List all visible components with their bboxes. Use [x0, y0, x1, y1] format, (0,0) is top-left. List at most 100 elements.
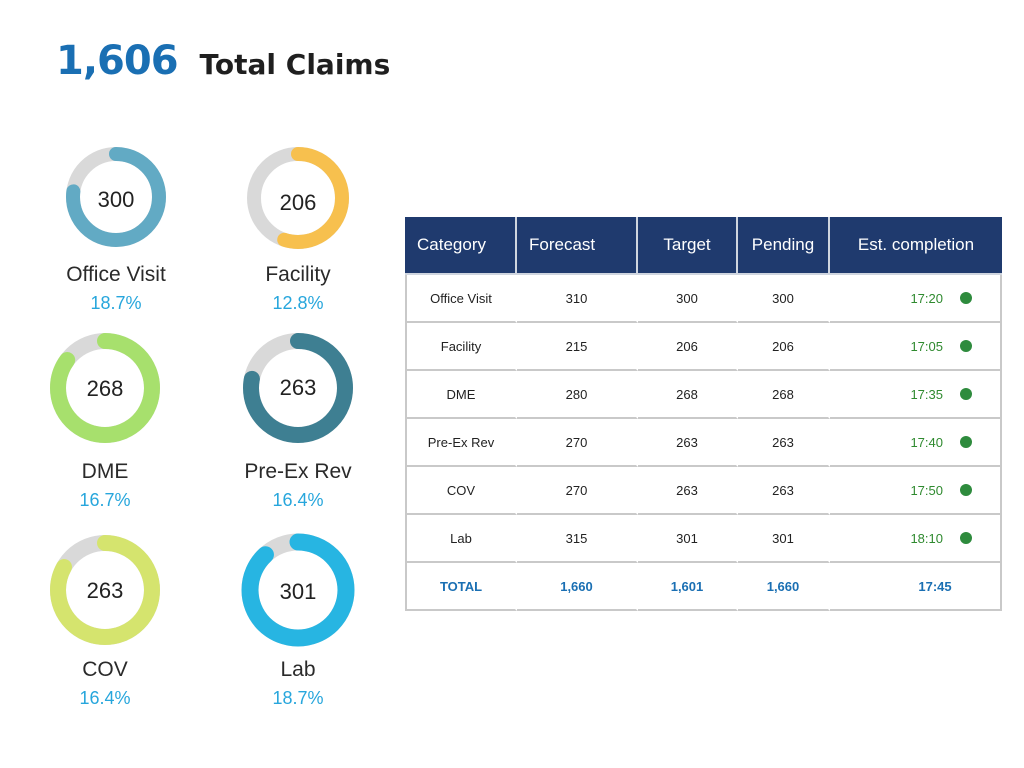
- donut-category-name: COV: [82, 658, 128, 681]
- cell-target: 263: [638, 467, 738, 515]
- donut-percentage: 18.7%: [90, 293, 142, 313]
- cell-target: 263: [638, 419, 738, 467]
- status-dot-icon: [960, 532, 972, 544]
- total-claims-label: Total Claims: [199, 48, 391, 81]
- donut-value: 301: [279, 579, 317, 604]
- total-target: 1,601: [638, 563, 738, 611]
- cell-est-completion: 17:40: [830, 419, 1002, 467]
- column-header-category[interactable]: Category: [405, 217, 517, 275]
- donut-card-pre-ex-rev: 263 Pre-Ex Rev 16.4%: [208, 330, 388, 510]
- completion-time: 17:40: [910, 434, 943, 450]
- total-est-completion: 17:45: [830, 563, 1002, 611]
- donut-card-lab: 301 Lab 18.7%: [208, 530, 388, 708]
- cell-target: 268: [638, 371, 738, 419]
- donut-percentage: 12.8%: [272, 293, 324, 313]
- cell-pending: 301: [738, 515, 830, 563]
- cell-pending: 263: [738, 419, 830, 467]
- cell-pending: 206: [738, 323, 830, 371]
- donut-chart: 263: [208, 330, 388, 450]
- donut-progress-arc: [50, 535, 160, 645]
- donut-category-name: Lab: [280, 658, 316, 681]
- table-row: DME 280 268 268 17:35: [405, 371, 1002, 419]
- status-dot-icon: [960, 340, 972, 352]
- donut-progress-arc: [241, 533, 355, 647]
- donut-chart: 301: [208, 530, 388, 650]
- cell-category: Lab: [405, 515, 517, 563]
- cell-est-completion: 17:35: [830, 371, 1002, 419]
- cell-target: 301: [638, 515, 738, 563]
- total-claims-value: 1,606: [56, 38, 179, 84]
- cell-est-completion: 18:10: [830, 515, 1002, 563]
- donut-chart: 206: [208, 145, 388, 265]
- donut-percentage: 16.4%: [272, 490, 324, 510]
- donut-card-office-visit: 300 Office Visit 18.7%: [26, 145, 206, 315]
- total-completion-time: 17:45: [918, 578, 952, 594]
- cell-pending: 263: [738, 467, 830, 515]
- total-forecast: 1,660: [517, 563, 638, 611]
- cell-category: DME: [405, 371, 517, 419]
- table-header-row: Category Forecast Target Pending Est. co…: [405, 217, 1002, 275]
- cell-forecast: 280: [517, 371, 638, 419]
- status-dot-icon: [960, 292, 972, 304]
- total-pending: 1,660: [738, 563, 830, 611]
- table-row: Lab 315 301 301 18:10: [405, 515, 1002, 563]
- cell-est-completion: 17:20: [830, 275, 1002, 323]
- donut-card-dme: 268 DME 16.7%: [15, 330, 195, 510]
- column-header-pending[interactable]: Pending: [738, 217, 830, 275]
- cell-est-completion: 17:50: [830, 467, 1002, 515]
- table-row: Facility 215 206 206 17:05: [405, 323, 1002, 371]
- donut-chart: 263: [15, 530, 195, 650]
- completion-time: 17:20: [910, 290, 943, 306]
- donut-progress-arc: [50, 333, 160, 443]
- donut-category-name: Facility: [265, 263, 331, 286]
- cell-est-completion: 17:05: [830, 323, 1002, 371]
- table-row: Office Visit 310 300 300 17:20: [405, 275, 1002, 323]
- column-header-target[interactable]: Target: [638, 217, 738, 275]
- donut-progress-arc: [66, 147, 166, 247]
- donut-card-cov: 263 COV 16.4%: [15, 530, 195, 708]
- donut-value: 263: [279, 375, 317, 400]
- donut-value: 263: [86, 578, 124, 603]
- cell-target: 206: [638, 323, 738, 371]
- cell-forecast: 315: [517, 515, 638, 563]
- cell-forecast: 270: [517, 419, 638, 467]
- cell-target: 300: [638, 275, 738, 323]
- donut-category-name: Pre-Ex Rev: [244, 460, 352, 483]
- donut-ring: [50, 333, 160, 443]
- completion-time: 17:35: [910, 386, 943, 402]
- cell-pending: 300: [738, 275, 830, 323]
- claims-table: Category Forecast Target Pending Est. co…: [405, 217, 1002, 611]
- donut-percentage: 16.4%: [79, 688, 131, 708]
- donut-chart: 300: [26, 145, 206, 265]
- status-dot-icon: [960, 484, 972, 496]
- cell-category: Pre-Ex Rev: [405, 419, 517, 467]
- total-claims-header: 1,606 Total Claims: [56, 38, 390, 84]
- cell-pending: 268: [738, 371, 830, 419]
- donut-card-facility: 206 Facility 12.8%: [208, 145, 388, 315]
- column-header-forecast[interactable]: Forecast: [517, 217, 638, 275]
- donut-ring: [50, 535, 160, 645]
- donut-percentage: 18.7%: [272, 688, 324, 708]
- status-dot-icon: [960, 388, 972, 400]
- table-total-row: TOTAL 1,660 1,601 1,660 17:45: [405, 563, 1002, 611]
- cell-category: Office Visit: [405, 275, 517, 323]
- donut-category-name: DME: [81, 460, 129, 483]
- donut-ring: [243, 333, 353, 443]
- total-category: TOTAL: [405, 563, 517, 611]
- completion-time: 17:05: [910, 338, 943, 354]
- donut-progress-arc: [247, 147, 349, 249]
- status-dot-icon: [960, 436, 972, 448]
- donut-chart: 268: [15, 330, 195, 450]
- cell-forecast: 270: [517, 467, 638, 515]
- donut-value: 206: [279, 190, 317, 215]
- cell-forecast: 310: [517, 275, 638, 323]
- donut-ring: [247, 147, 349, 249]
- claims-table-container: Category Forecast Target Pending Est. co…: [405, 217, 1002, 611]
- donut-value: 300: [97, 187, 135, 212]
- table-row: COV 270 263 263 17:50: [405, 467, 1002, 515]
- donut-category-name: Office Visit: [66, 263, 166, 286]
- donut-value: 268: [86, 376, 124, 401]
- column-header-est-completion[interactable]: Est. completion: [830, 217, 1002, 275]
- table-row: Pre-Ex Rev 270 263 263 17:40: [405, 419, 1002, 467]
